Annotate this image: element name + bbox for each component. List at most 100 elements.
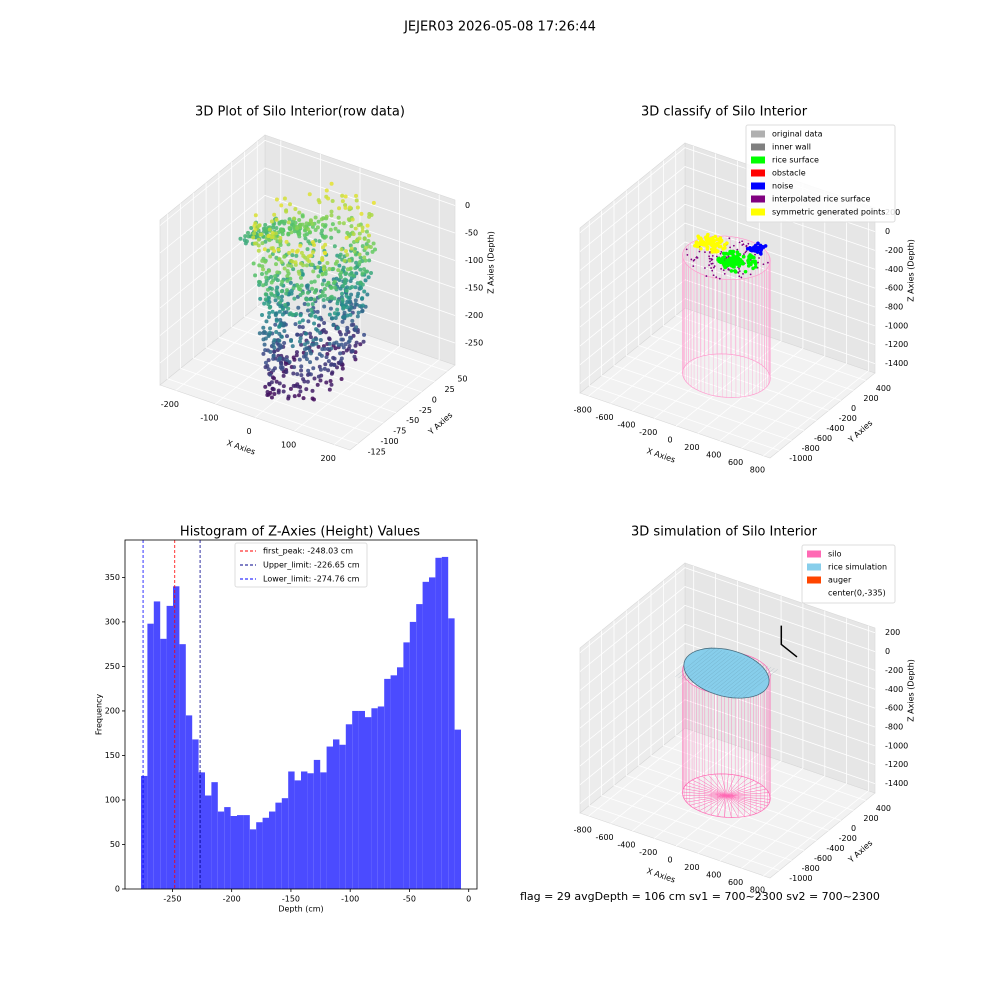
point	[274, 313, 278, 317]
point	[328, 267, 332, 271]
point	[358, 232, 362, 236]
point	[719, 278, 721, 280]
z-tick-label: -1400	[885, 779, 908, 788]
point	[354, 298, 358, 302]
point	[710, 250, 714, 254]
point	[300, 251, 304, 255]
y-tick-label: 0	[115, 885, 120, 894]
point	[268, 326, 272, 330]
point	[715, 276, 717, 278]
point	[754, 244, 758, 248]
point	[261, 283, 265, 287]
legend-label: symmetric generated points	[772, 208, 885, 217]
bar	[448, 618, 454, 889]
bar	[295, 780, 301, 889]
x-tick-label: -50	[403, 895, 416, 904]
point	[280, 229, 284, 233]
point	[289, 281, 293, 285]
point	[330, 370, 334, 374]
point	[362, 256, 366, 260]
point	[738, 275, 740, 277]
bar	[339, 745, 345, 889]
point	[355, 199, 359, 203]
point	[321, 272, 325, 276]
point	[263, 385, 267, 389]
z-tick-label: 0	[885, 227, 890, 236]
point	[334, 227, 338, 231]
point	[303, 342, 307, 346]
chart-title: 3D classify of Silo Interior	[641, 105, 808, 120]
point	[729, 259, 733, 263]
point	[330, 316, 334, 320]
bar	[250, 829, 256, 889]
point	[693, 260, 695, 262]
point	[731, 265, 735, 269]
bar	[423, 582, 429, 889]
point	[319, 338, 323, 342]
point	[704, 267, 706, 269]
bar	[218, 812, 224, 889]
point	[283, 220, 287, 224]
point	[278, 356, 282, 360]
point	[258, 331, 262, 335]
point	[274, 262, 278, 266]
point	[264, 292, 268, 296]
point	[306, 369, 310, 373]
point	[741, 240, 743, 242]
point	[356, 294, 360, 298]
z-tick-label: -1400	[885, 359, 908, 368]
point	[709, 258, 711, 260]
point	[335, 308, 339, 312]
point	[343, 206, 347, 210]
point	[362, 340, 366, 344]
point	[318, 378, 322, 382]
point	[312, 397, 316, 401]
bar	[231, 816, 237, 889]
bar	[346, 724, 352, 889]
point	[733, 245, 735, 247]
point	[366, 224, 370, 228]
bar	[429, 577, 435, 889]
point	[326, 281, 330, 285]
y-tick-label: 200	[863, 814, 878, 823]
point	[352, 355, 356, 359]
point	[289, 387, 293, 391]
point	[304, 352, 308, 356]
point	[759, 251, 763, 255]
point	[696, 245, 700, 249]
point	[292, 286, 296, 290]
point	[711, 270, 713, 272]
z-tick-label: -800	[885, 723, 903, 732]
point	[739, 241, 741, 243]
point	[253, 228, 257, 232]
legend-swatch	[751, 144, 765, 151]
bar	[282, 798, 288, 889]
point	[282, 341, 286, 345]
point	[348, 259, 352, 263]
point	[272, 213, 276, 217]
point	[322, 267, 326, 271]
point	[285, 288, 289, 292]
point	[289, 230, 293, 234]
point	[306, 227, 310, 231]
point	[320, 354, 324, 358]
point	[708, 255, 710, 257]
point	[706, 247, 710, 251]
point	[331, 323, 335, 327]
point	[358, 281, 362, 285]
point	[277, 339, 281, 343]
point	[268, 255, 272, 259]
point	[261, 267, 265, 271]
point	[338, 351, 342, 355]
point	[323, 367, 327, 371]
point	[326, 196, 330, 200]
point	[282, 329, 286, 333]
point	[710, 267, 712, 269]
point	[260, 259, 264, 263]
z-axis-label: Z Axies (Depth)	[907, 239, 916, 302]
point	[281, 312, 285, 316]
point	[361, 304, 365, 308]
point	[301, 377, 305, 381]
point	[737, 264, 741, 268]
